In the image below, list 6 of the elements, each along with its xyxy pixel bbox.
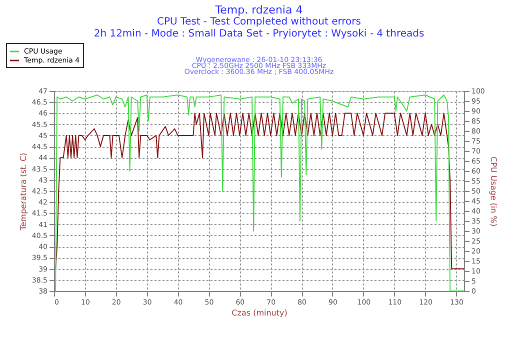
chart-title: Temp. rdzenia 4 [214,4,303,16]
chart-subtitle: CPU Test - Test Completed without errors 2h 12min - Mode : Small Data Set - Pryiorytet : Wysoki - 4 threads [94,16,424,40]
y-axis-title: Temperatura (st. C) [18,152,28,232]
line-series [55,112,464,270]
x-axis-title: Czas (minuty) [232,308,288,318]
y2-axis-title: CPU Usage (in %) [488,156,498,226]
